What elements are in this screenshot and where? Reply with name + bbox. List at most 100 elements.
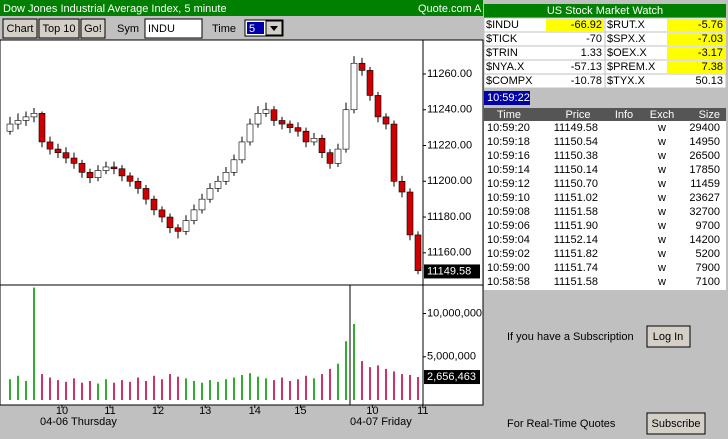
toolbar-button[interactable] bbox=[2, 18, 38, 39]
trade-time: 10:59:02 bbox=[487, 248, 530, 260]
volume-bar bbox=[313, 378, 315, 400]
watch-title: US Stock Market Watch bbox=[547, 5, 663, 17]
candle-body bbox=[366, 70, 374, 96]
subscribe-button[interactable] bbox=[646, 412, 706, 435]
volume-bar bbox=[289, 380, 291, 400]
watch-cell bbox=[604, 73, 727, 89]
candle-body bbox=[358, 62, 366, 71]
candle-body bbox=[334, 148, 342, 164]
candle-body bbox=[30, 113, 38, 118]
trade-column: Time bbox=[497, 109, 521, 121]
candle-body bbox=[270, 109, 278, 121]
sym-input[interactable] bbox=[144, 18, 203, 39]
trade-size: 17850 bbox=[689, 164, 720, 176]
trade-exch: w bbox=[657, 276, 666, 288]
watch-value: 50.13 bbox=[695, 75, 723, 87]
candle-body bbox=[262, 109, 270, 114]
y-tick-label: 11200.00 bbox=[427, 175, 472, 187]
toolbar-button-label[interactable]: Go! bbox=[84, 23, 102, 35]
volume-bar bbox=[185, 378, 187, 400]
watch-symbol: $OEX.X bbox=[607, 47, 647, 59]
volume-bar bbox=[385, 368, 387, 400]
volume-bar bbox=[97, 383, 99, 400]
trade-size: 7100 bbox=[696, 276, 720, 288]
clock-box bbox=[484, 91, 530, 105]
toolbar-button-label[interactable]: Chart bbox=[7, 23, 34, 35]
login-button[interactable] bbox=[646, 325, 691, 348]
trade-size: 26500 bbox=[689, 150, 720, 162]
watch-value: -7.03 bbox=[698, 33, 723, 45]
last-volume: 2,656,463 bbox=[427, 371, 476, 383]
watch-value: 7.38 bbox=[702, 61, 723, 73]
trade-column: Info bbox=[615, 109, 633, 121]
volume-bar bbox=[401, 374, 403, 400]
volume-bar bbox=[81, 382, 83, 400]
time-label: Time bbox=[212, 23, 236, 35]
watch-highlight bbox=[546, 19, 604, 31]
volume-bar bbox=[377, 365, 379, 400]
trade-time: 10:59:12 bbox=[487, 178, 530, 190]
time-value[interactable]: 5 bbox=[249, 23, 255, 35]
y-tick-label: 11220.00 bbox=[427, 139, 472, 151]
candle-body bbox=[46, 141, 54, 150]
trade-time: 10:59:16 bbox=[487, 150, 530, 162]
watch-symbol: $INDU bbox=[486, 19, 519, 31]
day-label: 04-06 Thursday bbox=[40, 416, 117, 428]
last-price: 11149.58 bbox=[427, 265, 471, 277]
trade-time: 10:59:14 bbox=[487, 164, 530, 176]
volume-tick-label: 5,000,000 bbox=[427, 351, 476, 363]
candle-body bbox=[134, 180, 142, 189]
login-label[interactable]: Log In bbox=[653, 331, 684, 343]
volume-bar bbox=[33, 287, 35, 400]
y-tick-label: 11180.00 bbox=[427, 211, 471, 223]
sym-value[interactable]: INDU bbox=[148, 23, 175, 35]
volume-bar bbox=[113, 382, 115, 400]
volume-bar bbox=[41, 374, 43, 400]
trade-price: 11150.14 bbox=[554, 164, 598, 176]
trade-size: 32700 bbox=[689, 206, 720, 218]
volume-bar bbox=[209, 380, 211, 400]
candle-body bbox=[390, 123, 398, 182]
watch-value: -66.92 bbox=[571, 19, 602, 31]
arrow-glyph bbox=[270, 26, 278, 31]
x-tick-label: 15 bbox=[294, 405, 306, 417]
volume-bar bbox=[321, 374, 323, 400]
volume-bar bbox=[393, 371, 395, 400]
candle-body bbox=[70, 157, 78, 164]
volume-bar bbox=[25, 380, 27, 400]
toolbar-button[interactable] bbox=[38, 18, 80, 39]
subscribe-label[interactable]: Subscribe bbox=[652, 418, 701, 430]
realtime-text: For Real-Time Quotes bbox=[507, 418, 616, 430]
y-tick-label: 11160.00 bbox=[427, 247, 471, 259]
trade-price: 11151.02 bbox=[554, 192, 598, 204]
volume-bar bbox=[105, 379, 107, 400]
toolbar-button-label[interactable]: Top 10 bbox=[42, 23, 75, 35]
volume-bar bbox=[65, 381, 67, 400]
x-tick-label: 13 bbox=[199, 405, 211, 417]
watch-value: -3.17 bbox=[698, 47, 723, 59]
candle-body bbox=[174, 227, 182, 232]
trade-price: 11151.74 bbox=[554, 262, 598, 274]
candle-body bbox=[342, 109, 350, 150]
trade-exch: w bbox=[657, 150, 666, 162]
candle-body bbox=[190, 209, 198, 221]
toolbar-button[interactable] bbox=[80, 18, 106, 39]
y-tick-label: 11260.00 bbox=[427, 68, 472, 80]
clock: 10:59:22 bbox=[487, 92, 530, 104]
trade-price: 11151.58 bbox=[554, 206, 598, 218]
trade-exch: w bbox=[657, 178, 666, 190]
x-tick-label: 10 bbox=[56, 405, 68, 417]
trade-table bbox=[484, 108, 726, 290]
candle-body bbox=[382, 116, 390, 125]
candle-body bbox=[78, 163, 86, 173]
window-title: Dow Jones Industrial Average Index, 5 mi… bbox=[3, 3, 227, 15]
watch-title-bar bbox=[484, 4, 726, 18]
candle-body bbox=[350, 62, 358, 111]
trade-exch: w bbox=[657, 262, 666, 274]
trade-column: Size bbox=[699, 109, 720, 121]
volume-bar bbox=[193, 380, 195, 400]
candle-body bbox=[214, 180, 222, 189]
volume-bar bbox=[217, 381, 219, 400]
x-tick-label: 12 bbox=[152, 405, 164, 417]
candle-body bbox=[150, 198, 158, 211]
